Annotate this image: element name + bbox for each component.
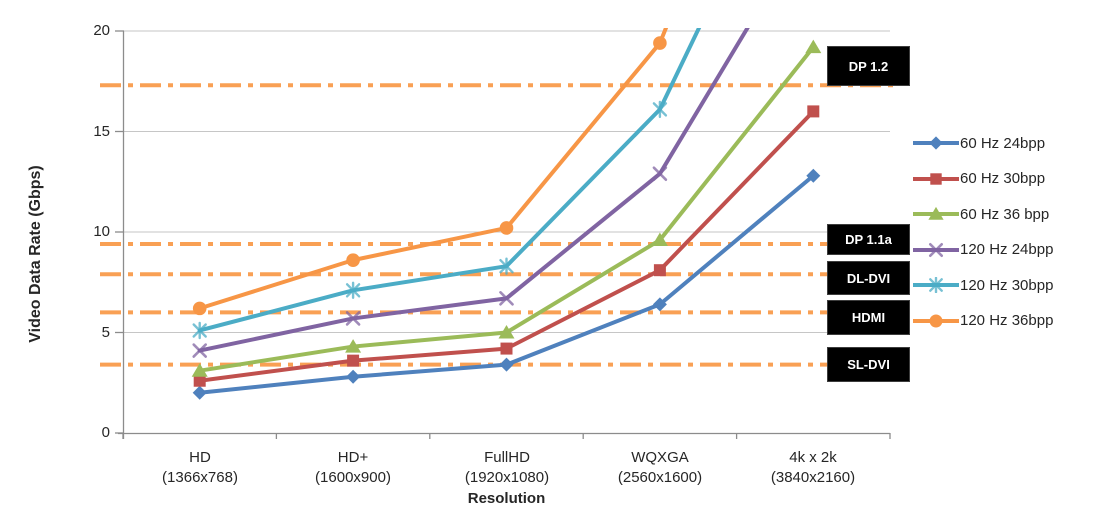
x-axis-title: Resolution [467,490,546,507]
legend-marker-icon [913,277,959,293]
legend-label: 120 Hz 24bpp [960,241,1054,258]
series-group [191,28,822,400]
legend-label: 60 Hz 24bpp [960,134,1046,152]
legend-marker-icon [913,136,959,150]
category-label-4kx2k: 4k x 2k (3840x2160) [736,448,890,488]
category-name: HD+ [337,449,369,466]
legend-marker-icon [913,206,959,220]
category-detail: (2560x1600) [617,469,703,486]
legend-marker-icon [913,242,959,257]
legend-label: 120 Hz 36bpp [960,312,1054,329]
legend-marker-icon [913,314,959,327]
series-120-hz-30bpp [192,28,702,340]
legend-label: 60 Hz 36 bpp [960,205,1050,223]
y-axis-title: Video Data Rate (Gbps) [27,165,44,343]
series-120-hz-36bpp [192,28,669,316]
series-60-hz-24bpp [192,168,821,400]
category-label-hdplus: HD+ (1600x900) [276,448,430,488]
category-name: WQXGA [631,449,689,466]
legend-item-60hz-36bpp: 60 Hz 36 bpp [913,204,1049,224]
legend-marker-icon [913,172,959,185]
series-60-hz-30bpp [193,105,820,387]
category-name: 4k x 2k [789,449,837,466]
y-tick-5: 5 [101,323,110,341]
legend-item-60hz-30bpp: 60 Hz 30bpp [913,169,1045,189]
category-name: HD [189,449,211,466]
ref-label-dp-1-1a: DP 1.1a [827,224,910,255]
category-detail: (1366x768) [162,469,238,486]
legend-item-120hz-30bpp: 120 Hz 30bpp [913,275,1053,295]
legend-item-120hz-36bpp: 120 Hz 36bpp [913,311,1053,331]
ref-label-hdmi: HDMI [827,300,910,335]
ref-label-dl-dvi: DL-DVI [827,261,910,295]
y-tick-10: 10 [93,223,110,240]
category-detail: (1600x900) [315,469,391,486]
legend-label: 120 Hz 30bpp [960,276,1054,294]
ref-label-sl-dvi: SL-DVI [827,347,910,382]
ref-label-dp-1-2: DP 1.2 [827,46,910,86]
y-tick-20: 20 [93,22,110,39]
category-detail: (3840x2160) [770,469,856,486]
y-tick-0: 0 [101,424,110,441]
category-detail: (1920x1080) [464,469,550,486]
legend-item-120hz-24bpp: 120 Hz 24bpp [913,240,1053,260]
legend-label: 60 Hz 30bpp [960,170,1046,187]
category-label-wqxga: WQXGA (2560x1600) [583,448,737,488]
category-label-hd: HD (1366x768) [123,448,277,488]
y-tick-15: 15 [93,122,110,140]
series-60-hz-36-bpp [191,39,822,377]
series-120-hz-24bpp [192,28,750,358]
category-label-fullhd: FullHD (1920x1080) [430,448,584,488]
category-name: FullHD [484,449,530,466]
legend-item-60hz-24bpp: 60 Hz 24bpp [913,133,1045,153]
